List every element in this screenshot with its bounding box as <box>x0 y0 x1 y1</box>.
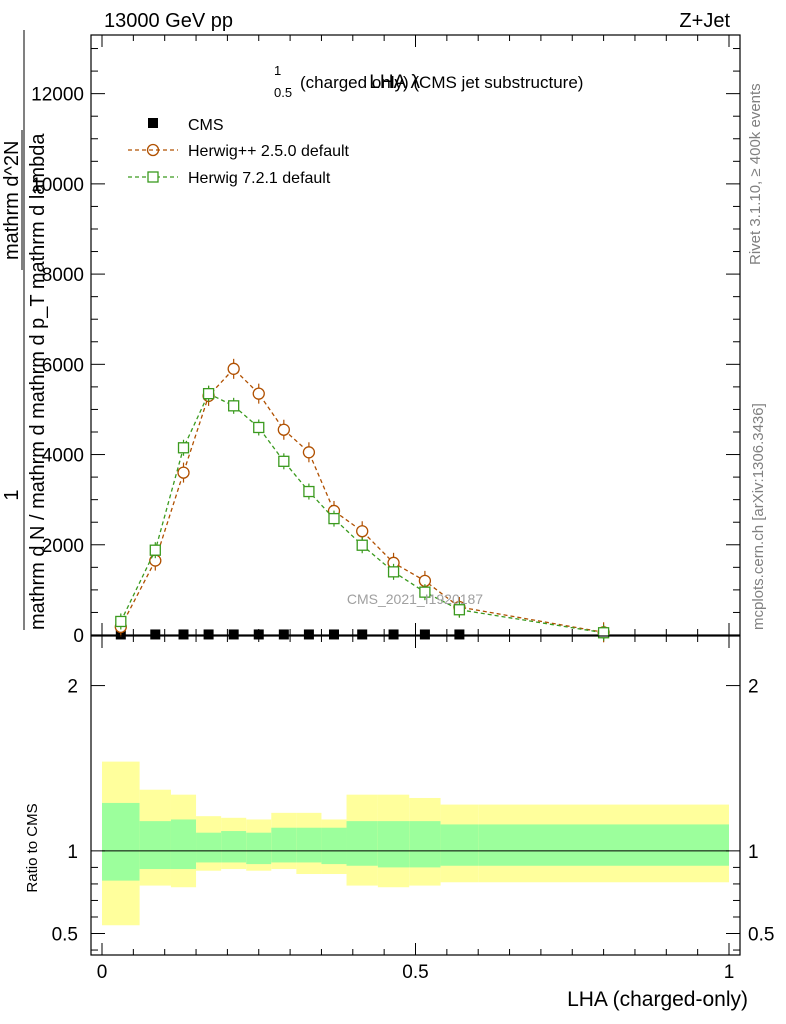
title-sup: 1 <box>274 63 281 78</box>
ratio-inner-band <box>246 832 272 865</box>
ratio-ylabel: Ratio to CMS <box>24 803 41 892</box>
y-tick-label: 4000 <box>42 446 84 467</box>
x-tick-label: 0.5 <box>402 962 428 983</box>
main-ylabel: 1 mathrm d N / mathrm d mathrm d p_T mat… <box>1 30 49 630</box>
cms-data-point <box>419 629 430 640</box>
cms-data-point <box>303 629 314 640</box>
ratio-y-tick-label-right: 2 <box>748 677 759 698</box>
cms-data-point <box>454 629 465 640</box>
ratio-y-tick-label-right: 0.5 <box>748 925 774 946</box>
ratio-y-tick-label: 2 <box>67 677 78 698</box>
herwig7-data-point <box>115 615 127 628</box>
ratio-plot: 0 0.5 1 0.5 0.5 1 1 2 2 <box>52 635 774 983</box>
y-tick-label: 0 <box>73 626 84 647</box>
herwig7-data-point <box>149 544 161 556</box>
ratio-y-tick-label: 0.5 <box>52 925 78 946</box>
cms-data-point <box>357 629 368 640</box>
herwig7-data-point <box>453 604 466 616</box>
legend-marker-cms <box>148 118 158 128</box>
herwig7-data-point <box>597 627 610 639</box>
herwigpp-data-point <box>177 466 190 479</box>
herwig7-data-point <box>419 586 431 598</box>
side-label-bottom: mcplots.cern.ch [arXiv:1306.3436] <box>750 403 767 630</box>
herwig7-data-point <box>387 566 400 578</box>
title-prefix: LHA λ <box>369 72 420 93</box>
legend-label-herwig7: Herwig 7.2.1 default <box>188 170 331 187</box>
cms-data-point <box>278 629 289 640</box>
herwigpp-data-point <box>227 362 240 375</box>
watermark: CMS_2021_I1920187 <box>347 591 483 607</box>
header-left: 13000 GeV pp <box>104 10 233 32</box>
herwig7-data-point <box>356 539 368 551</box>
ratio-inner-band <box>478 824 729 866</box>
herwig7-data-point <box>177 442 190 454</box>
header-right: Z+Jet <box>679 10 730 32</box>
ratio-inner-band <box>346 821 378 866</box>
herwig7-data-point <box>328 512 340 525</box>
ratio-inner-band <box>377 821 410 868</box>
legend-marker-herwigpp <box>146 143 160 157</box>
cms-data-point <box>328 629 339 640</box>
cms-data-point <box>388 629 399 640</box>
ratio-inner-band <box>221 831 247 863</box>
ratio-inner-band <box>296 827 322 863</box>
ratio-y-tick-label: 1 <box>67 842 78 863</box>
ratio-inner-band <box>139 821 171 870</box>
ylabel-numerator: mathrm d^2N <box>1 141 23 260</box>
herwig7-data-point <box>202 387 215 400</box>
herwig7-data-point <box>228 400 240 412</box>
plot-title: LHA λ 1 0.5 (charged only) (CMS jet subs… <box>274 63 583 100</box>
ratio-inner-band <box>170 819 197 870</box>
ylabel-denominator: mathrm d N / mathrm d mathrm d p_T mathr… <box>27 133 49 630</box>
ratio-inner-band <box>102 802 140 881</box>
y-tick-label: 8000 <box>42 265 84 286</box>
xlabel: LHA (charged-only) <box>567 988 748 1011</box>
ratio-inner-band <box>440 824 479 866</box>
y-tick-label: 12000 <box>31 85 84 106</box>
cms-data-point <box>203 629 214 640</box>
y-tick-label: 2000 <box>42 536 84 557</box>
cms-data-point <box>253 629 264 640</box>
title-suffix: (charged only) (CMS jet substructure) <box>300 73 583 92</box>
ratio-inner-band <box>196 832 222 863</box>
cms-data-point <box>178 629 189 640</box>
herwigpp-data-point <box>302 446 316 459</box>
legend: CMS Herwig++ 2.5.0 default Herwig 7.2.1 … <box>128 117 350 187</box>
title-sub: 0.5 <box>274 85 292 100</box>
ratio-inner-band <box>321 827 347 865</box>
cms-data-point <box>228 629 239 640</box>
ratio-inner-band <box>271 827 297 863</box>
y-tick-label: 6000 <box>42 355 84 376</box>
cms-data-point <box>150 629 161 640</box>
legend-label-herwigpp: Herwig++ 2.5.0 default <box>188 143 350 160</box>
herwigpp-data-point <box>252 387 265 400</box>
legend-label-cms: CMS <box>188 117 224 134</box>
legend-marker-herwig7 <box>147 171 159 183</box>
x-tick-label: 0 <box>97 962 108 983</box>
side-label-top: Rivet 3.1.10, ≥ 400k events <box>747 83 764 265</box>
herwig7-data-point <box>278 455 290 467</box>
ratio-y-tick-label-right: 1 <box>748 842 759 863</box>
x-tick-label: 1 <box>724 962 735 983</box>
herwigpp-data-point <box>277 423 290 436</box>
herwig7-data-point <box>303 485 315 498</box>
svg-text:LHA λ: LHA λ <box>369 72 420 93</box>
ratio-inner-band <box>409 821 441 868</box>
y-tick-label: 10000 <box>31 175 84 196</box>
main-plot: 0 2000 4000 6000 8000 10000 12000 <box>31 34 741 648</box>
ylabel-one: 1 <box>1 489 23 500</box>
herwigpp-data-point <box>356 525 369 538</box>
herwig7-data-point <box>253 421 265 434</box>
